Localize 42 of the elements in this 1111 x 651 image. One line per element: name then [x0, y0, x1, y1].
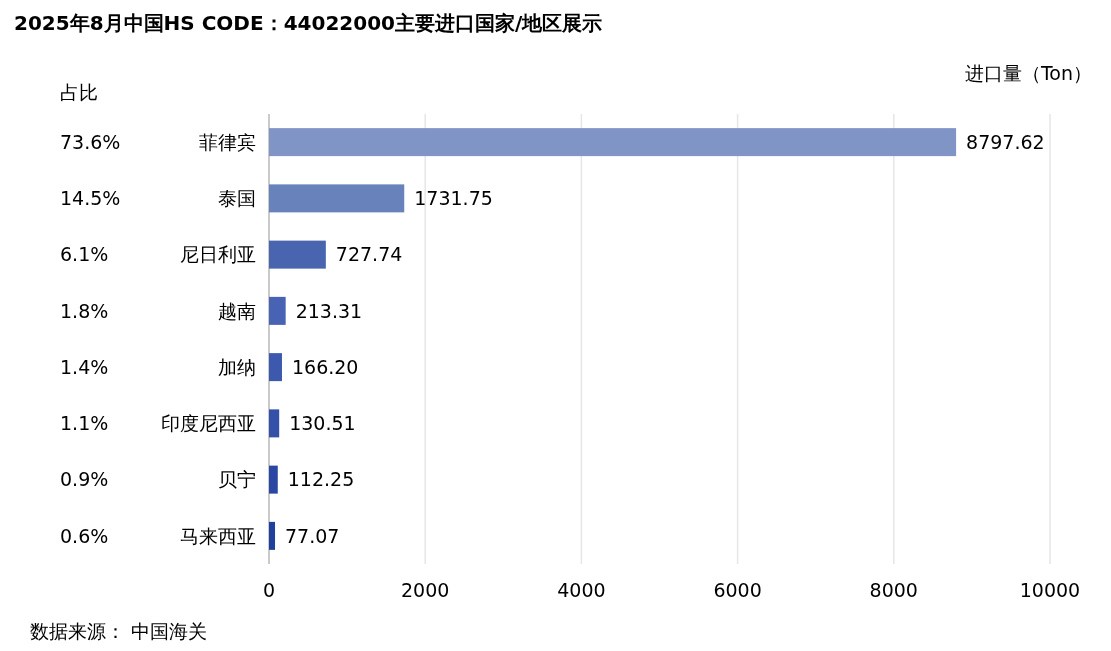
y-tick-label: 印度尼西亚: [161, 412, 256, 435]
text: 14.5%: [60, 187, 121, 210]
data-label: 727.74: [335, 243, 403, 266]
y-tick-label: 马来西亚: [180, 524, 256, 547]
y-tick-label: 贝宁: [218, 468, 256, 491]
chart-title: 2025年8月中国HS CODE：44022000主要进口国家/地区展示: [14, 11, 603, 35]
bar: [269, 296, 286, 325]
x-tick-label: 10000: [1019, 579, 1081, 601]
y-tick-label: 越南: [218, 299, 256, 322]
text: 1.4%: [60, 355, 109, 378]
text: 73.6%: [60, 130, 121, 153]
data-label: 77.07: [285, 524, 340, 547]
data-label: 130.51: [289, 412, 356, 435]
text: 0.9%: [60, 468, 109, 491]
text: 0.6%: [60, 524, 109, 547]
text: 6.1%: [60, 243, 109, 266]
data-label: 1731.75: [414, 187, 493, 210]
bar: [269, 353, 282, 382]
y-tick-label: 菲律宾: [199, 130, 256, 153]
data-label: 213.31: [295, 299, 363, 322]
x-axis-title: 进口量（Ton）: [964, 62, 1092, 84]
text: 1.1%: [60, 412, 109, 435]
x-tick-label: 6000: [713, 579, 762, 601]
bar: [269, 465, 278, 494]
bar: [269, 240, 326, 269]
bar: [269, 409, 280, 438]
data-label: 112.25: [287, 468, 355, 491]
y-tick-label: 加纳: [218, 355, 256, 378]
bar: [269, 128, 957, 157]
text: 1.8%: [60, 299, 109, 322]
bar: [269, 521, 276, 550]
x-tick-label: 0: [262, 579, 276, 601]
y-tick-label: 泰国: [218, 187, 256, 210]
y-tick-label: 尼日利亚: [180, 243, 256, 266]
bar: [269, 184, 405, 213]
data-label: 8797.62: [966, 130, 1045, 153]
x-tick-label: 2000: [401, 579, 450, 601]
x-tick-label: 4000: [557, 579, 606, 601]
x-tick-label: 8000: [869, 579, 918, 601]
source-note: 数据来源： 中国海关: [30, 620, 208, 642]
data-label: 166.20: [291, 355, 359, 378]
y-axis-title: 占比: [60, 81, 98, 103]
